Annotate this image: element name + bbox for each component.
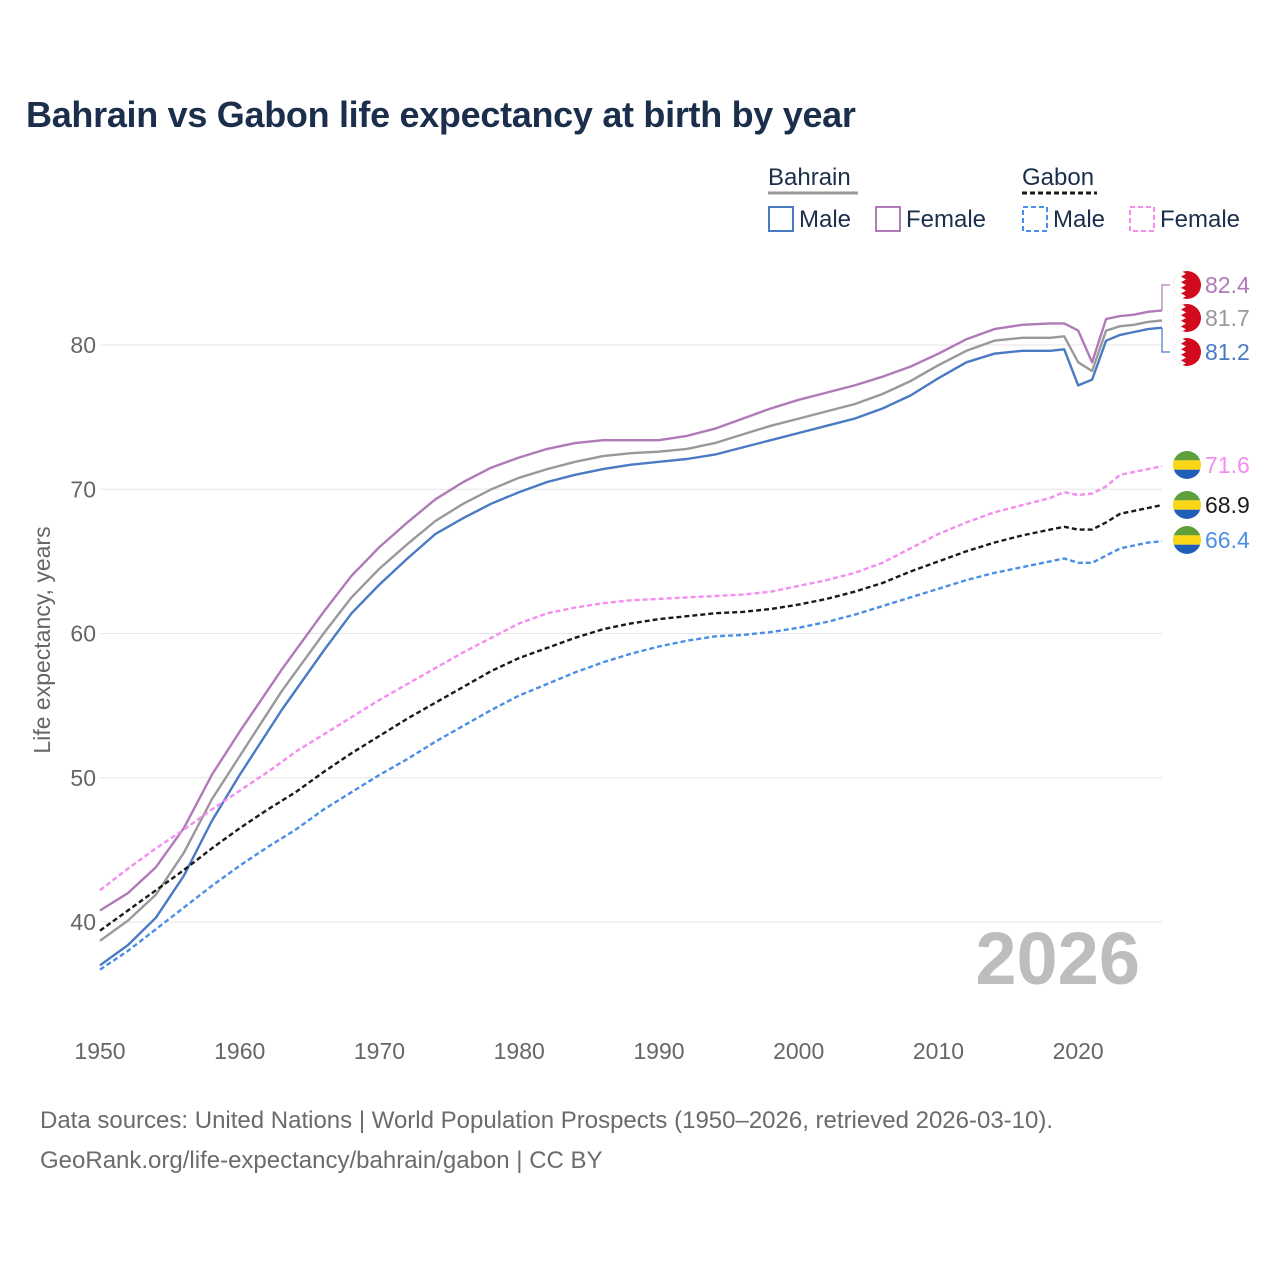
series-line-bahrain-male bbox=[99, 326, 1163, 967]
end-label-gabon-total: 68.9 bbox=[1205, 492, 1250, 518]
bahrain-male-connector bbox=[1161, 327, 1170, 353]
end-label-gabon-female: 71.6 bbox=[1205, 452, 1250, 478]
year-watermark: 2026 bbox=[975, 917, 1140, 1000]
legend-bahrain-female-swatch bbox=[875, 206, 901, 232]
flag-gabon-icon bbox=[1173, 451, 1201, 479]
series-line-bahrain-total bbox=[99, 319, 1163, 942]
flag-bahrain-icon bbox=[1173, 304, 1201, 332]
legend-bahrain-female-label: Female bbox=[906, 206, 986, 233]
legend-gabon-female-swatch bbox=[1129, 206, 1155, 232]
end-label-bahrain-female: 82.4 bbox=[1205, 272, 1250, 298]
y-tick-label: 80 bbox=[70, 332, 96, 358]
x-tick-label: 1960 bbox=[214, 1038, 265, 1064]
series-line-bahrain-female bbox=[99, 309, 1163, 912]
end-labels: 82.4 81.7 81.2 71.6 68.9 66.4 bbox=[1161, 271, 1250, 554]
y-tick-label: 40 bbox=[70, 909, 96, 935]
source-url: GeoRank.org/life-expectancy/bahrain/gabo… bbox=[40, 1147, 603, 1174]
end-label-gabon-male: 66.4 bbox=[1205, 527, 1250, 553]
series-line-gabon-female bbox=[99, 465, 1163, 892]
series-lines bbox=[99, 309, 1163, 971]
flag-bahrain-icon bbox=[1173, 271, 1201, 299]
x-axis-ticks: 1950 1960 1970 1980 1990 2000 2010 2020 bbox=[74, 1038, 1103, 1064]
chart-title: Bahrain vs Gabon life expectancy at birt… bbox=[26, 94, 856, 135]
legend-bahrain-male-swatch bbox=[768, 206, 794, 232]
end-label-bahrain-male: 81.2 bbox=[1205, 339, 1250, 365]
gridlines bbox=[100, 344, 1162, 923]
series-line-gabon-male bbox=[99, 540, 1163, 971]
legend-gabon-male-swatch bbox=[1022, 206, 1048, 232]
legend-gabon-female-label: Female bbox=[1160, 206, 1240, 233]
x-tick-label: 2010 bbox=[913, 1038, 964, 1064]
series-line-gabon-total bbox=[99, 503, 1163, 932]
x-tick-label: 1980 bbox=[494, 1038, 545, 1064]
legend-gabon-title: Gabon bbox=[1022, 164, 1094, 191]
y-axis-ticks: 40 50 60 70 80 bbox=[70, 332, 96, 935]
bahrain-female-connector bbox=[1161, 284, 1170, 311]
x-tick-label: 1950 bbox=[74, 1038, 125, 1064]
x-tick-label: 2000 bbox=[773, 1038, 824, 1064]
x-tick-label: 1970 bbox=[354, 1038, 405, 1064]
end-label-bahrain-total: 81.7 bbox=[1205, 305, 1250, 331]
legend: Bahrain Gabon Male Female Male Female bbox=[768, 164, 1240, 233]
legend-bahrain-title: Bahrain bbox=[768, 164, 851, 191]
y-axis-label: Life expectancy, years bbox=[29, 526, 55, 753]
y-tick-label: 60 bbox=[70, 621, 96, 647]
y-tick-label: 70 bbox=[70, 476, 96, 502]
source-text: Data sources: United Nations | World Pop… bbox=[40, 1107, 1054, 1134]
x-tick-label: 1990 bbox=[633, 1038, 684, 1064]
flag-gabon-icon bbox=[1173, 491, 1201, 519]
flag-gabon-icon bbox=[1173, 526, 1201, 554]
flag-bahrain-icon bbox=[1173, 338, 1201, 366]
y-tick-label: 50 bbox=[70, 765, 96, 791]
legend-gabon-male-label: Male bbox=[1053, 206, 1105, 233]
x-tick-label: 2020 bbox=[1053, 1038, 1104, 1064]
legend-bahrain-male-label: Male bbox=[799, 206, 851, 233]
